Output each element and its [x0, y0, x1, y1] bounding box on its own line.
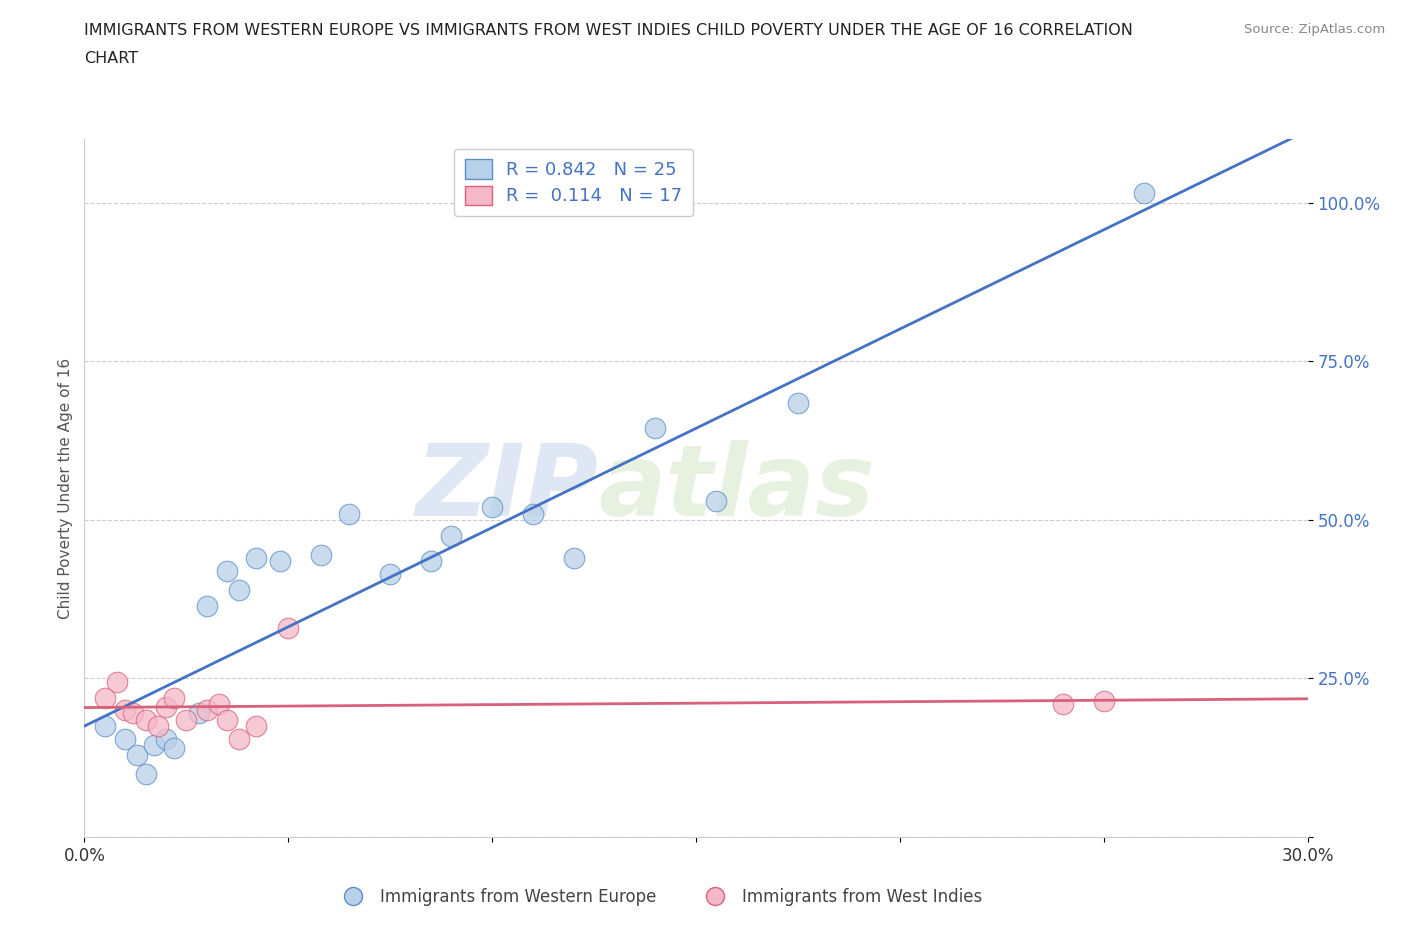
Point	[114, 703, 136, 718]
Point	[217, 564, 239, 578]
Point	[93, 719, 115, 734]
Point	[135, 766, 157, 781]
Point	[245, 719, 267, 734]
Point	[93, 690, 115, 705]
Point	[228, 582, 250, 597]
Point	[380, 566, 402, 581]
Point	[174, 712, 197, 727]
Point	[1052, 697, 1074, 711]
Point	[195, 598, 218, 613]
Point	[228, 731, 250, 746]
Point	[245, 551, 267, 565]
Point	[269, 553, 291, 568]
Point	[187, 706, 209, 721]
Point	[142, 737, 165, 752]
Point	[644, 420, 666, 435]
Text: IMMIGRANTS FROM WESTERN EUROPE VS IMMIGRANTS FROM WEST INDIES CHILD POVERTY UNDE: IMMIGRANTS FROM WESTERN EUROPE VS IMMIGR…	[84, 23, 1133, 38]
Point	[562, 551, 585, 565]
Point	[787, 395, 810, 410]
Point	[481, 499, 503, 514]
Point	[339, 506, 360, 521]
Point	[277, 620, 299, 635]
Point	[217, 712, 239, 727]
Point	[155, 699, 177, 714]
Point	[127, 747, 149, 762]
Point	[309, 548, 332, 563]
Text: atlas: atlas	[598, 440, 875, 537]
Point	[146, 719, 169, 734]
Point	[155, 731, 177, 746]
Point	[1133, 186, 1156, 201]
Point	[114, 731, 136, 746]
Legend: Immigrants from Western Europe, Immigrants from West Indies: Immigrants from Western Europe, Immigran…	[330, 881, 988, 912]
Point	[135, 712, 157, 727]
Point	[163, 690, 186, 705]
Point	[704, 494, 728, 509]
Text: Source: ZipAtlas.com: Source: ZipAtlas.com	[1244, 23, 1385, 36]
Point	[122, 706, 145, 721]
Point	[1092, 693, 1115, 708]
Point	[195, 703, 218, 718]
Point	[440, 528, 463, 543]
Point	[208, 697, 231, 711]
Point	[522, 506, 544, 521]
Text: CHART: CHART	[84, 51, 138, 66]
Point	[420, 553, 443, 568]
Y-axis label: Child Poverty Under the Age of 16: Child Poverty Under the Age of 16	[58, 358, 73, 618]
Text: ZIP: ZIP	[415, 440, 598, 537]
Point	[105, 674, 128, 689]
Point	[163, 741, 186, 756]
